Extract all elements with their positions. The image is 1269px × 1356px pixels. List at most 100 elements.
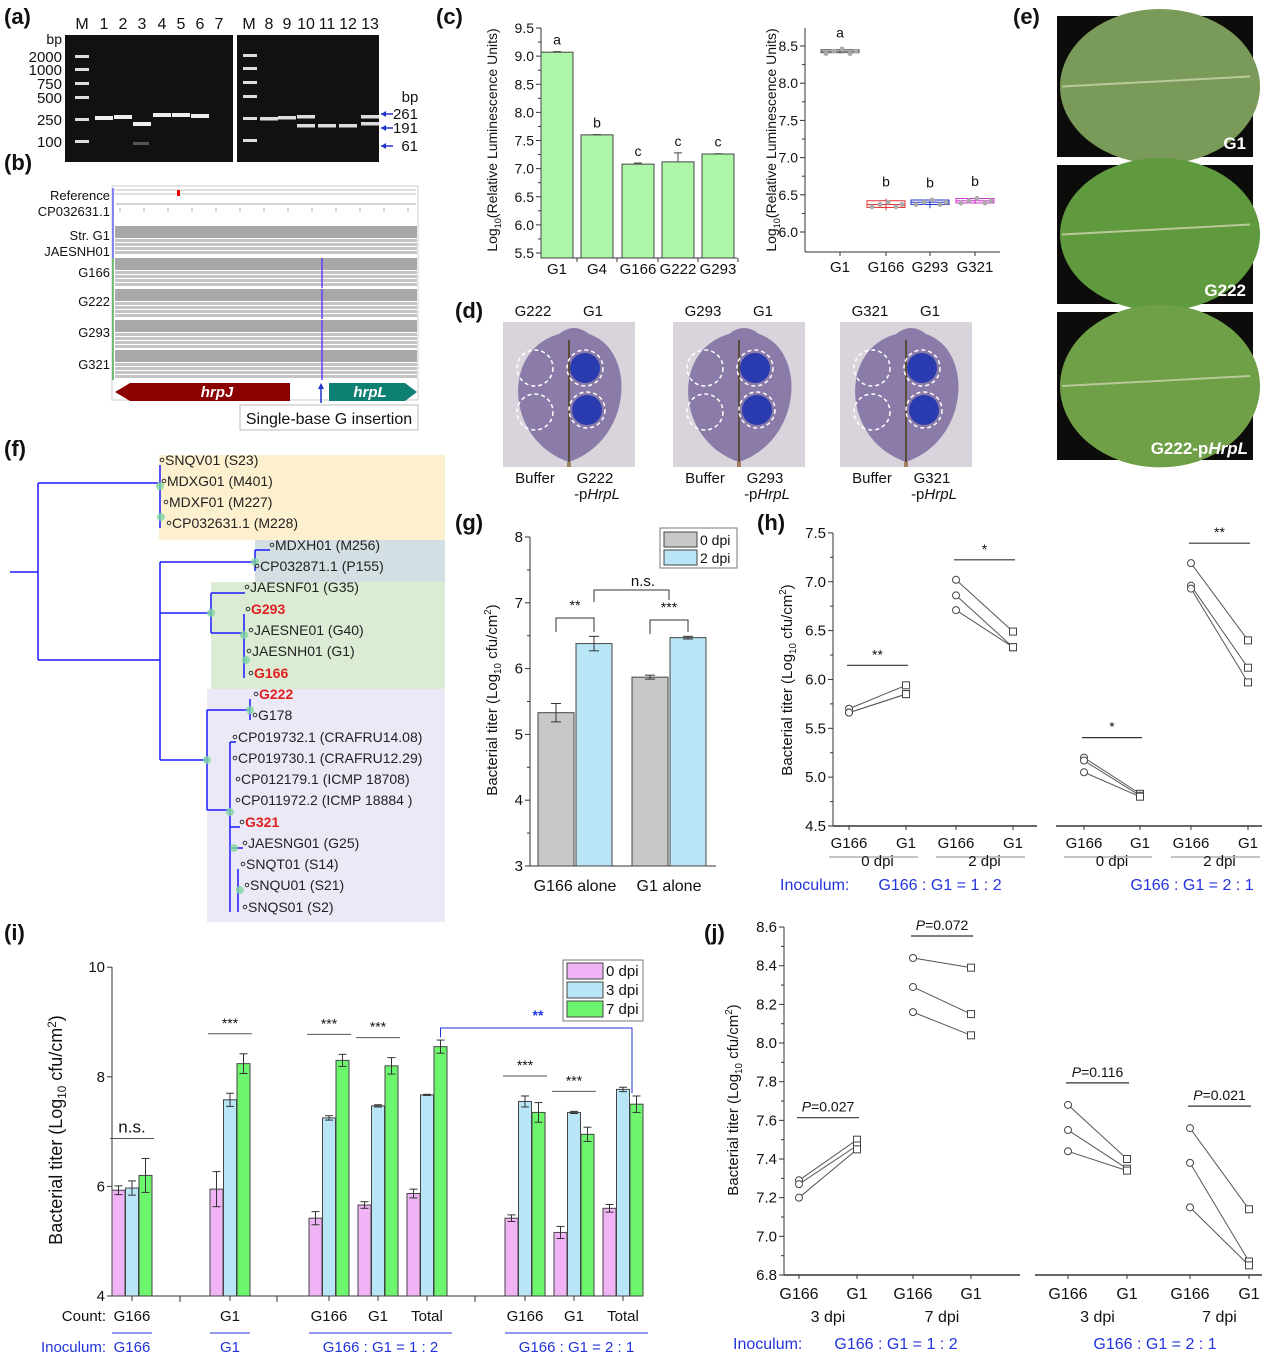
band-size-label: 261 <box>393 106 418 123</box>
tip-marker <box>235 776 241 782</box>
y-tick-label: 7.4 <box>756 1151 777 1168</box>
ladder-band <box>75 68 89 71</box>
reference-id-label: CP032631.1 <box>38 204 110 219</box>
count-label: G166 <box>507 1308 544 1325</box>
text-part: 2 <box>483 609 494 614</box>
leaf-photo-2: G222 <box>1057 158 1260 311</box>
bar <box>602 1207 617 1297</box>
leaf-bottom-label: G321 <box>914 470 951 487</box>
infiltration-circle <box>905 391 943 429</box>
pairing-line <box>1190 588 1249 683</box>
tip-marker <box>161 478 167 484</box>
count-label: Total <box>411 1308 443 1325</box>
lane-label: M <box>242 16 255 33</box>
bar <box>125 1187 139 1297</box>
tree-leaf-label: JAESNE01 (G40) <box>254 622 364 638</box>
bar <box>701 153 735 259</box>
tree-leaf-label: JAESNF01 (G35) <box>250 579 359 595</box>
text-part: HrpL <box>924 486 957 503</box>
data-point <box>893 204 899 210</box>
infiltration-circle <box>736 349 774 387</box>
pairing-line <box>1083 771 1141 798</box>
bar <box>537 712 575 867</box>
significance-letter: b <box>593 115 601 131</box>
significance-label: *** <box>661 599 678 615</box>
g1-point <box>967 1010 975 1019</box>
hr-blue-spot <box>907 353 937 383</box>
legend-label: 3 dpi <box>606 982 639 999</box>
data-point <box>958 200 964 206</box>
read-row <box>115 239 417 242</box>
ladder-band <box>75 140 89 143</box>
inoculum-ratio-label: G166 : G1 = 1 : 2 <box>834 1336 957 1353</box>
node-support-marker <box>156 482 164 490</box>
text-part: Bacterial titer (Log <box>779 654 796 776</box>
leaf-photo-1: G1 <box>1057 8 1260 165</box>
text-part: 10 <box>734 1063 745 1074</box>
tree-leaf-label: MDXF01 (M227) <box>169 494 272 510</box>
infiltration-circle <box>516 393 554 431</box>
node-support-marker <box>203 756 211 764</box>
text-part: ) <box>779 584 796 589</box>
dna-band <box>133 122 151 126</box>
hr-blue-spot <box>570 353 600 383</box>
inoculum-label: Inoculum: <box>41 1339 106 1356</box>
text-part: 10 <box>56 1085 69 1099</box>
tip-marker <box>248 670 254 676</box>
y-tick-label: 8.5 <box>779 38 799 54</box>
legend-swatch <box>663 549 698 566</box>
bar <box>669 637 707 867</box>
legend-label: 0 dpi <box>606 963 639 980</box>
y-tick-label: 7.6 <box>756 1112 777 1129</box>
data-point <box>929 197 935 203</box>
pairing-line <box>1067 1150 1128 1172</box>
bar <box>384 1065 399 1297</box>
coverage-track <box>115 320 417 332</box>
hr-blue-spot <box>740 353 770 383</box>
leaf-image <box>1060 8 1260 165</box>
significance-label: *** <box>222 1015 239 1031</box>
x-tick-label: G4 <box>587 261 607 278</box>
inoculum-group-label: G166 <box>114 1339 151 1356</box>
lane-label: 6 <box>196 16 205 33</box>
tree-leaf-label: MDXH01 (M256) <box>275 537 380 553</box>
count-label: G166 <box>311 1308 348 1325</box>
text-part: (Relative Luminescence Units) <box>484 28 500 218</box>
x-tick-label: G1 <box>960 1286 981 1303</box>
inoculum-group-label: G166 : G1 = 1 : 2 <box>323 1339 439 1356</box>
ladder-band <box>243 67 257 70</box>
significance-label: ** <box>570 597 581 613</box>
bar <box>138 1174 153 1297</box>
track-label: G222 <box>78 294 110 309</box>
tree-leaf-label: SNQT01 (S14) <box>246 856 339 872</box>
significance-label: * <box>982 541 988 557</box>
significance-letter: a <box>836 25 844 41</box>
data-point <box>966 198 972 204</box>
p-value-label: P=0.072 <box>916 917 969 933</box>
bar <box>621 163 655 259</box>
significance-label: *** <box>370 1019 387 1035</box>
leaf-image <box>1060 158 1260 311</box>
node-support-marker <box>242 656 250 664</box>
leaf-top-label: G321 <box>852 303 889 320</box>
inoculum-label: Inoculum: <box>780 877 849 894</box>
g166-point <box>1064 1126 1072 1135</box>
y-tick-label: 8.4 <box>756 958 777 975</box>
panel-label-b: (b) <box>4 150 32 175</box>
gene-hrpL-arrow <box>329 383 417 401</box>
panel-label-i: (i) <box>4 920 25 945</box>
significance-letter: c <box>715 134 722 150</box>
read-row <box>115 302 417 305</box>
data-point <box>982 200 988 206</box>
tree-leaf-label: JAESNH01 (G1) <box>252 643 355 659</box>
infiltration-circle <box>853 393 891 431</box>
tree-leaf-label: CP032631.1 (M228) <box>172 515 298 531</box>
gel-image-right <box>237 35 379 162</box>
data-point <box>839 46 845 52</box>
inoculum-ratio-label: G166 : G1 = 2 : 1 <box>1130 877 1253 894</box>
leaf-bottom-label: -pHrpL <box>744 486 790 503</box>
hr-blue-spot <box>572 395 602 425</box>
text-part: Bacterial titer (Log <box>484 674 501 796</box>
y-tick-label: 6.0 <box>805 671 826 688</box>
y-tick-label: 8 <box>515 529 523 546</box>
